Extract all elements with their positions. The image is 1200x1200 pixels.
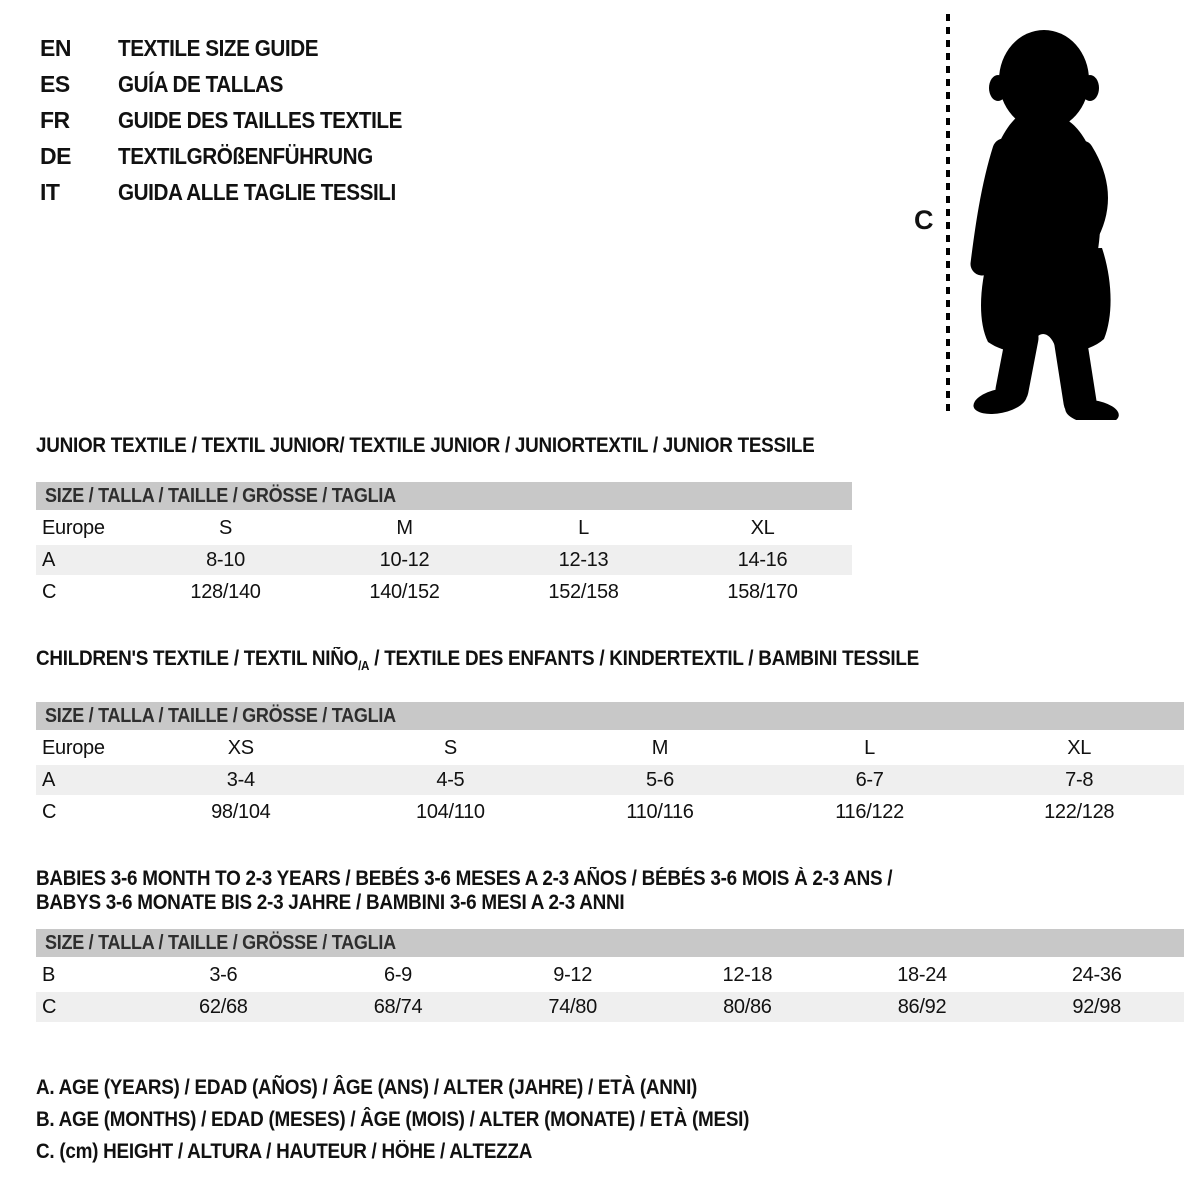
toddler-silhouette-icon (970, 30, 1119, 420)
height-dashed-line (946, 14, 950, 416)
legend-footnotes: A. AGE (YEARS) / EDAD (AÑOS) / ÂGE (ANS)… (36, 1072, 1184, 1168)
height-value: 122/128 (1044, 801, 1115, 824)
age-value: 12-13 (558, 549, 609, 571)
height-value: 158/170 (727, 581, 798, 603)
size-value: L (578, 517, 589, 539)
height-value: 116/122 (835, 801, 904, 824)
language-line-fr: FR GUIDE DES TAILLES TEXTILE (40, 102, 434, 138)
language-line-de: DE TEXTILGRÖßENFÜHRUNG (40, 138, 434, 174)
height-value: 62/68 (199, 996, 248, 1019)
height-value: 74/80 (548, 996, 597, 1019)
size-value: S (443, 737, 457, 760)
age-value: 10-12 (379, 549, 430, 571)
guide-title: GUIDA ALLE TAGLIE TESSILI (118, 178, 396, 205)
row-label: C (42, 581, 57, 603)
size-value: XL (1067, 737, 1092, 760)
size-tables-content: JUNIOR TEXTILE / TEXTIL JUNIOR/ TEXTILE … (36, 434, 1184, 1168)
age-months-value: 3-6 (209, 964, 238, 987)
language-code: EN (40, 34, 71, 61)
language-line-es: ES GUÍA DE TALLAS (40, 66, 434, 102)
size-value: XL (750, 517, 775, 539)
nino-a-subscript: /A (358, 658, 370, 674)
language-header: EN TEXTILE SIZE GUIDE ES GUÍA DE TALLAS … (40, 30, 434, 210)
row-label: A (42, 549, 56, 571)
junior-size-table: SIZE / TALLA / TAILLE / GRÖSSE / TAGLIA … (36, 482, 852, 607)
language-code: DE (40, 142, 71, 169)
table-row-height: C 128/140 140/152 152/158 158/170 (36, 577, 852, 607)
age-value: 14-16 (737, 549, 788, 571)
language-line-en: EN TEXTILE SIZE GUIDE (40, 30, 434, 66)
height-value: 140/152 (369, 581, 440, 603)
row-label: Europe (42, 737, 105, 760)
children-section-title: CHILDREN'S TEXTILE / TEXTIL NIÑO/A / TEX… (36, 647, 920, 674)
age-months-value: 18-24 (897, 964, 947, 987)
height-value: 80/86 (723, 996, 772, 1019)
size-value: S (218, 517, 233, 539)
size-table-header: SIZE / TALLA / TAILLE / GRÖSSE / TAGLIA (36, 929, 1184, 958)
age-months-value: 24-36 (1071, 964, 1122, 987)
height-measure-figure: C (900, 0, 1200, 430)
row-label: C (42, 801, 57, 824)
height-value: 86/92 (897, 996, 947, 1019)
height-value: 92/98 (1072, 996, 1121, 1019)
row-label: Europe (42, 517, 105, 539)
table-row-europe: Europe S M L XL (36, 513, 852, 543)
age-months-value: 6-9 (384, 964, 413, 987)
junior-section-title: JUNIOR TEXTILE / TEXTIL JUNIOR/ TEXTILE … (36, 434, 815, 457)
row-label: A (42, 769, 56, 792)
language-line-it: IT GUIDA ALLE TAGLIE TESSILI (40, 174, 434, 210)
table-row-age-months: B 3-6 6-9 9-12 12-18 18-24 24-36 (36, 960, 1184, 990)
height-value: 110/116 (626, 801, 694, 824)
height-value: 68/74 (373, 996, 423, 1019)
size-table-header: SIZE / TALLA / TAILLE / GRÖSSE / TAGLIA (36, 482, 852, 510)
row-label: C (42, 996, 57, 1019)
age-value: 8-10 (206, 549, 245, 571)
guide-title: TEXTILGRÖßENFÜHRUNG (118, 142, 373, 169)
height-value: 98/104 (211, 801, 271, 824)
table-row-height: C 62/68 68/74 74/80 80/86 86/92 92/98 (36, 992, 1184, 1023)
language-code: ES (40, 70, 70, 97)
age-value: 4-5 (436, 769, 465, 792)
size-value: XS (227, 737, 254, 760)
children-size-table: SIZE / TALLA / TAILLE / GRÖSSE / TAGLIA … (36, 702, 1184, 827)
guide-title: GUIDE DES TAILLES TEXTILE (118, 106, 402, 133)
table-row-age: A 3-4 4-5 5-6 6-7 7-8 (36, 765, 1184, 796)
table-row-age: A 8-10 10-12 12-13 14-16 (36, 545, 852, 575)
measure-c-label: C (914, 205, 934, 235)
babies-section-title: BABIES 3-6 MONTH TO 2-3 YEARS / BEBÉS 3-… (36, 867, 893, 915)
age-value: 5-6 (645, 769, 674, 792)
row-label: B (42, 964, 56, 987)
table-row-height: C 98/104 104/110 110/116 116/122 122/128 (36, 797, 1184, 827)
language-code: IT (40, 178, 60, 205)
footnote-b: B. AGE (MONTHS) / EDAD (MESES) / ÂGE (MO… (36, 1108, 750, 1132)
guide-title: TEXTILE SIZE GUIDE (118, 34, 319, 61)
height-value: 104/110 (416, 801, 485, 824)
size-table-header: SIZE / TALLA / TAILLE / GRÖSSE / TAGLIA (36, 702, 1184, 731)
babies-size-table: SIZE / TALLA / TAILLE / GRÖSSE / TAGLIA … (36, 929, 1184, 1023)
size-value: M (396, 517, 413, 539)
language-code: FR (40, 106, 70, 133)
size-value: M (651, 737, 669, 760)
size-value: L (864, 737, 875, 760)
height-value: 152/158 (548, 581, 619, 603)
age-months-value: 9-12 (553, 964, 593, 987)
guide-title: GUÍA DE TALLAS (118, 70, 284, 97)
age-months-value: 12-18 (722, 964, 773, 987)
age-value: 7-8 (1065, 769, 1094, 792)
table-row-europe: Europe XS S M L XL (36, 733, 1184, 763)
age-value: 3-4 (226, 769, 255, 792)
height-value: 128/140 (190, 581, 261, 603)
footnote-a: A. AGE (YEARS) / EDAD (AÑOS) / ÂGE (ANS)… (36, 1076, 698, 1100)
footnote-c: C. (cm) HEIGHT / ALTURA / HAUTEUR / HÖHE… (36, 1140, 533, 1164)
age-value: 6-7 (855, 769, 884, 792)
